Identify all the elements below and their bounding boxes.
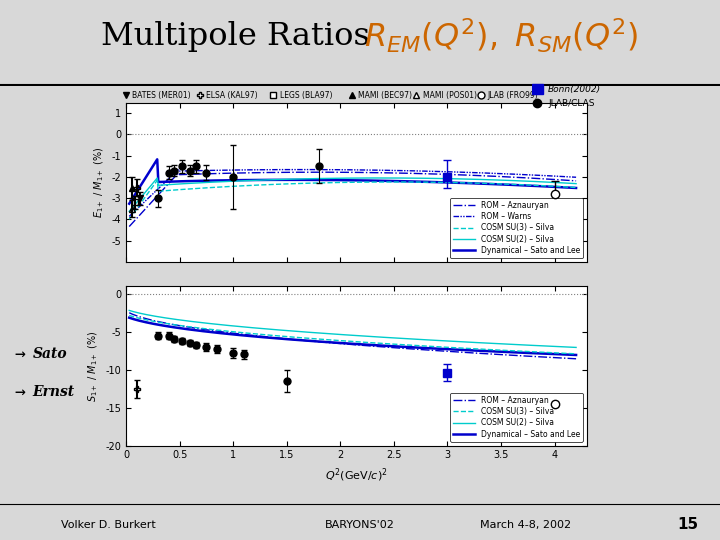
Text: Ernst: Ernst bbox=[32, 384, 75, 399]
X-axis label: $Q^2(\mathrm{GeV}/c)^2$: $Q^2(\mathrm{GeV}/c)^2$ bbox=[325, 466, 388, 483]
Text: 15: 15 bbox=[678, 517, 698, 532]
Y-axis label: $S_{1+}\ /\ M_{1+}\ (\%)$: $S_{1+}\ /\ M_{1+}\ (\%)$ bbox=[86, 330, 99, 402]
Text: JLAB (FRO99): JLAB (FRO99) bbox=[487, 91, 538, 99]
Text: MAMI (POS01): MAMI (POS01) bbox=[423, 91, 477, 99]
Text: Multipole Ratios: Multipole Ratios bbox=[101, 21, 380, 52]
Text: →: → bbox=[14, 382, 25, 401]
Y-axis label: $E_{1+}\ /\ M_{1+}\ (\%)$: $E_{1+}\ /\ M_{1+}\ (\%)$ bbox=[92, 146, 106, 218]
Text: Bonn(2002): Bonn(2002) bbox=[548, 85, 601, 93]
Text: Sato: Sato bbox=[32, 347, 67, 361]
Text: MAMI (BEC97): MAMI (BEC97) bbox=[359, 91, 413, 99]
Text: LEGS (BLA97): LEGS (BLA97) bbox=[280, 91, 333, 99]
Text: BATES (MER01): BATES (MER01) bbox=[132, 91, 191, 99]
Text: March 4-8, 2002: March 4-8, 2002 bbox=[480, 519, 571, 530]
Text: Volker D. Burkert: Volker D. Burkert bbox=[60, 519, 156, 530]
Text: BARYONS'02: BARYONS'02 bbox=[325, 519, 395, 530]
Text: →: → bbox=[14, 345, 25, 363]
Legend: ROM – Aznauryan, ROM – Warns, COSM SU(3) – Silva, COSM SU(2) – Silva, Dynamical : ROM – Aznauryan, ROM – Warns, COSM SU(3)… bbox=[450, 198, 583, 258]
Text: JLAB/CLAS: JLAB/CLAS bbox=[548, 99, 595, 108]
Text: ELSA (KAL97): ELSA (KAL97) bbox=[206, 91, 258, 99]
Text: $R_{EM}(Q^2),\ R_{SM}(Q^2)$: $R_{EM}(Q^2),\ R_{SM}(Q^2)$ bbox=[364, 17, 638, 55]
Bar bbox=[531, 84, 543, 94]
Legend: ROM – Aznauryan, COSM SU(3) – Silva, COSM SU(2) – Silva, Dynamical – Sato and Le: ROM – Aznauryan, COSM SU(3) – Silva, COS… bbox=[450, 393, 583, 442]
